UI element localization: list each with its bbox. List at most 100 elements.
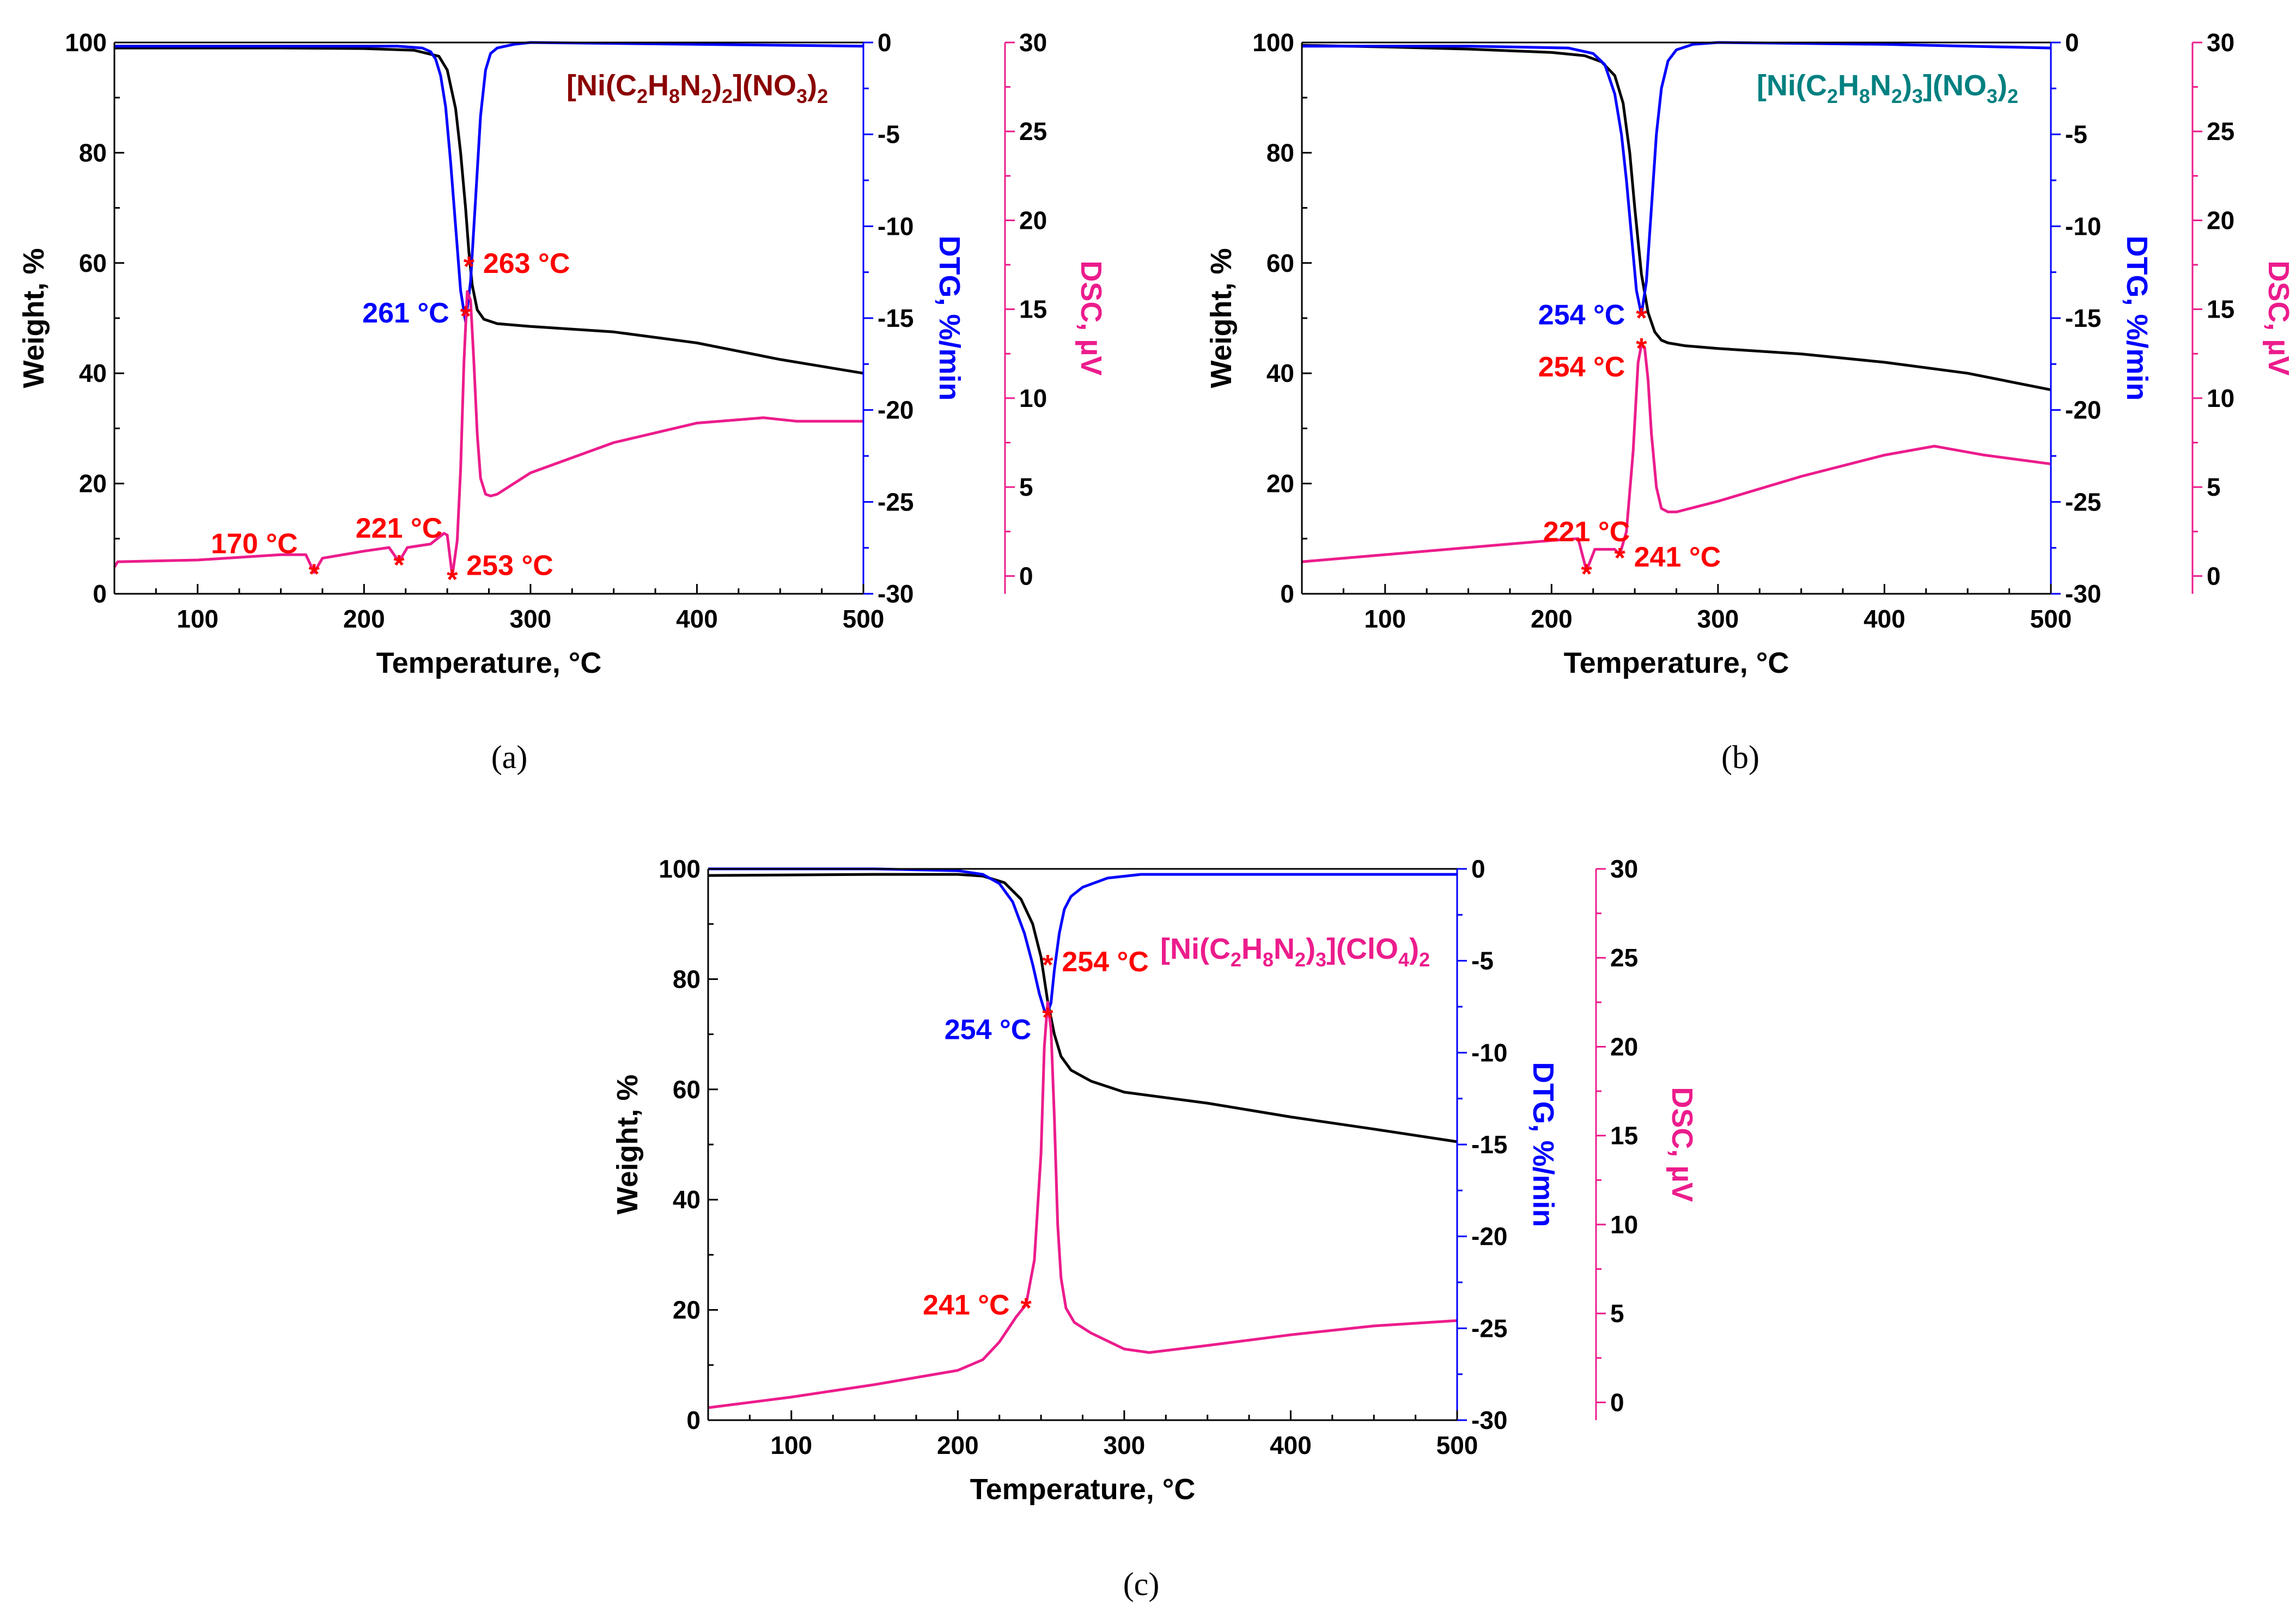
dtg-tick-label: -15 [1471, 1130, 1507, 1159]
annotation-label: 241 °C [1634, 541, 1721, 573]
dsc-tick-label: 15 [1610, 1122, 1638, 1150]
annotation-marker: * [447, 564, 458, 595]
title-segment: ) [1997, 69, 2007, 102]
weight-axis-label: Weight, % [1205, 248, 1238, 388]
title-subscript: 2 [637, 85, 648, 107]
dsc-tick-label: 5 [2207, 473, 2221, 501]
x-tick-label: 400 [1270, 1431, 1312, 1459]
weight-tick-label: 60 [79, 249, 107, 277]
weight-tick-label: 40 [673, 1185, 701, 1214]
title-segment: ) [1409, 933, 1419, 965]
title-segment: ) [807, 69, 817, 102]
annotation-marker: * [464, 251, 475, 283]
title-subscript: 3 [1316, 948, 1326, 971]
dsc-axis-label: DSC, µV [1075, 260, 1107, 375]
dtg-tick-label: -20 [878, 396, 913, 424]
annotation-label: 170 °C [211, 528, 298, 560]
annotation-label: 254 °C [945, 1014, 1032, 1045]
title-subscript: 4 [1398, 948, 1409, 971]
title-subscript: 2 [2007, 85, 2018, 107]
title-subscript: 8 [1263, 948, 1274, 971]
chart-title: [Ni(C2H8N2)3](NO3)2 [1757, 69, 2018, 107]
x-tick-label: 500 [843, 605, 885, 633]
dtg-tick-label: -15 [878, 304, 913, 332]
dtg-tick-label: -30 [1471, 1406, 1507, 1434]
series-weight-line [708, 873, 1458, 1143]
annotation-marker: * [1614, 543, 1625, 574]
title-segment: N [1274, 933, 1295, 965]
dtg-axis-label: DTG, %/min [1527, 1062, 1560, 1227]
series-dtg-line [1302, 41, 2051, 316]
weight-tick-label: 0 [1280, 580, 1294, 608]
dtg-tick-label: -25 [2065, 488, 2101, 516]
annotation-marker: * [309, 559, 320, 591]
title-segment: ](ClO [1326, 933, 1398, 965]
title-segment: ](NO [733, 69, 796, 102]
title-subscript: 2 [1295, 948, 1306, 971]
dsc-tick-label: 20 [2207, 206, 2234, 234]
annotation-label: 261 °C [362, 297, 449, 329]
title-subscript: 3 [1987, 85, 1997, 107]
weight-tick-label: 0 [686, 1406, 701, 1434]
x-tick-label: 300 [510, 605, 552, 633]
title-subscript: 2 [1419, 948, 1430, 971]
dtg-axis-label: DTG, %/min [2121, 235, 2153, 400]
dtg-tick-label: 0 [1471, 855, 1485, 883]
series-dsc-line [708, 1001, 1458, 1409]
weight-axis-label: Weight, % [17, 248, 50, 388]
weight-tick-label: 80 [1266, 138, 1294, 167]
weight-axis-label: Weight, % [611, 1074, 644, 1214]
dsc-tick-label: 15 [2207, 295, 2234, 324]
weight-tick-label: 0 [93, 580, 107, 608]
annotation-marker: * [1020, 1293, 1032, 1324]
title-segment: ) [1306, 933, 1316, 965]
title-segment: H [1838, 69, 1859, 102]
dtg-tick-label: -20 [2065, 396, 2101, 424]
x-tick-label: 100 [1364, 605, 1406, 633]
dsc-tick-label: 5 [1019, 473, 1033, 501]
annotation-label: 254 °C [1538, 351, 1625, 383]
dtg-tick-label: -25 [878, 488, 913, 516]
dsc-tick-label: 0 [2207, 562, 2221, 590]
dtg-tick-label: -10 [878, 212, 913, 240]
title-subscript: 3 [796, 85, 807, 107]
dsc-tick-label: 0 [1610, 1388, 1624, 1416]
dtg-tick-label: -30 [878, 580, 913, 608]
x-axis-label: Temperature, °C [970, 1473, 1196, 1506]
figure-caption: (a) [491, 739, 528, 775]
x-axis-label: Temperature, °C [376, 647, 602, 679]
title-subscript: 2 [1891, 85, 1902, 107]
title-subscript: 2 [701, 85, 712, 107]
annotation-label: 263 °C [483, 248, 570, 279]
chart-title: [Ni(C2H8N2)3](ClO4)2 [1160, 933, 1430, 971]
title-subscript: 8 [669, 85, 680, 107]
dsc-tick-label: 5 [1610, 1299, 1624, 1328]
weight-tick-label: 20 [673, 1296, 701, 1324]
dsc-axis-label: DSC, µV [1666, 1087, 1698, 1202]
title-segment: H [1241, 933, 1263, 965]
dsc-tick-label: 25 [1019, 117, 1047, 145]
dtg-tick-label: 0 [2065, 28, 2079, 57]
weight-tick-label: 100 [1252, 28, 1294, 57]
x-tick-label: 200 [1531, 605, 1573, 633]
title-subscript: 2 [722, 85, 733, 107]
annotation-label: 254 °C [1062, 946, 1149, 978]
weight-tick-label: 60 [1266, 249, 1294, 277]
weight-tick-label: 60 [673, 1075, 701, 1104]
dsc-tick-label: 0 [1019, 562, 1033, 590]
dsc-tick-label: 20 [1610, 1032, 1638, 1061]
weight-tick-label: 40 [1266, 359, 1294, 387]
x-tick-label: 400 [1863, 605, 1905, 633]
series-dsc-line [113, 290, 863, 577]
dtg-tick-label: -30 [2065, 580, 2101, 608]
dsc-tick-label: 10 [1610, 1210, 1638, 1239]
figure-caption: (c) [1123, 1566, 1160, 1602]
x-tick-label: 300 [1104, 1431, 1146, 1459]
dtg-tick-label: -5 [1471, 947, 1494, 975]
title-segment: [Ni(C [1757, 69, 1827, 102]
annotation-label: 221 °C [1543, 516, 1630, 548]
